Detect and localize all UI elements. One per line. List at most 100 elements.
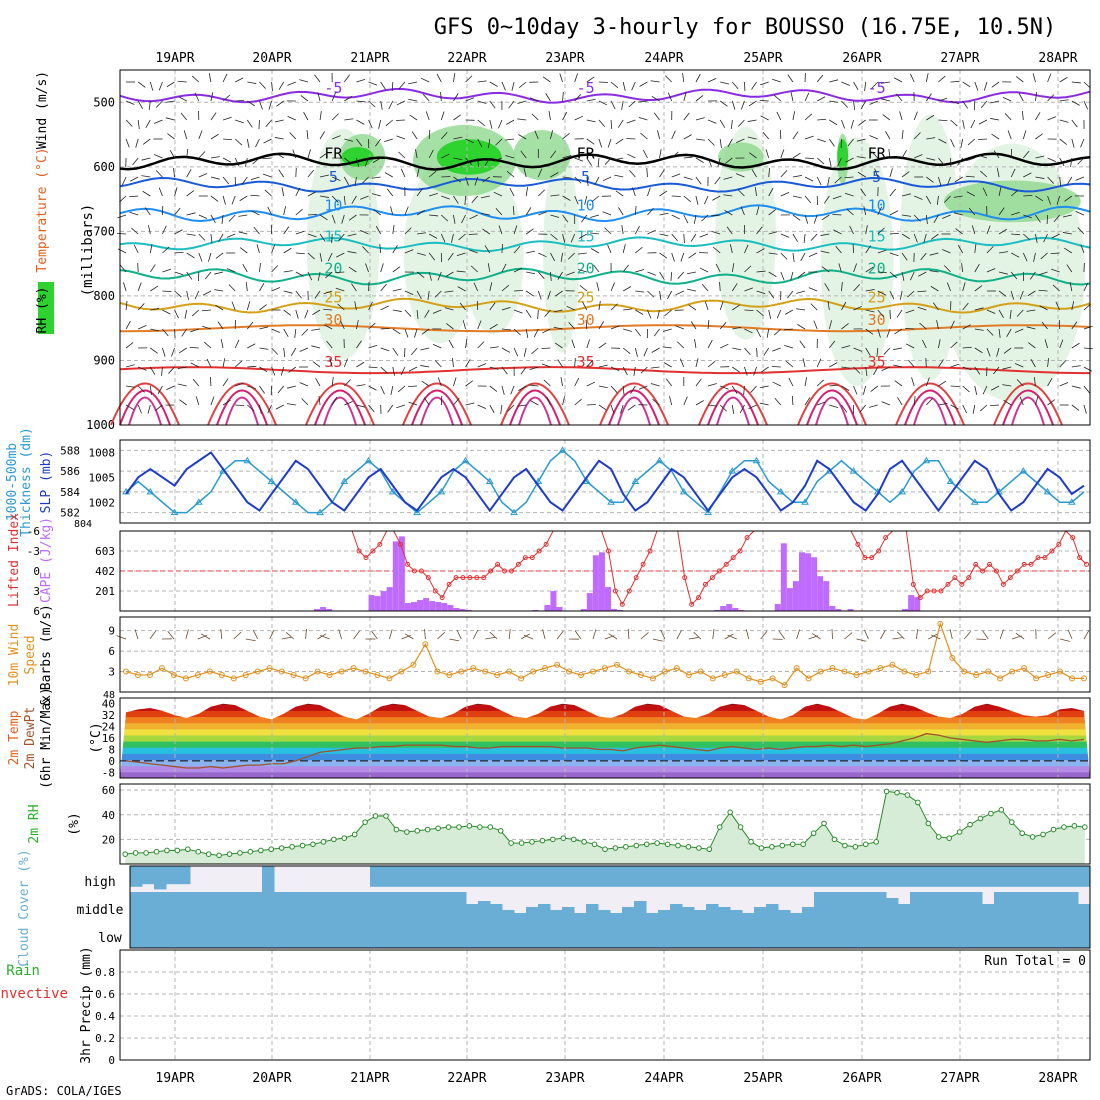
wind-barb xyxy=(253,226,260,235)
cape-tick: 201 xyxy=(95,585,115,598)
wind-barb xyxy=(845,157,854,163)
wind-barb xyxy=(810,233,818,241)
thickness-marker xyxy=(243,456,252,464)
wind-barb xyxy=(482,228,491,235)
date-label-top: 19APR xyxy=(155,51,194,66)
wind-barb xyxy=(1066,176,1073,185)
wind-barb xyxy=(508,100,515,109)
rh-marker xyxy=(831,836,838,843)
surface-isotherm-arch xyxy=(617,396,651,426)
wind-barb-surface xyxy=(796,629,801,640)
wind-barb xyxy=(804,135,814,140)
wind-speed-marker xyxy=(410,661,417,668)
wind-barb xyxy=(659,212,669,216)
cape-bar xyxy=(829,606,836,611)
wind-barb xyxy=(817,118,827,121)
wind-barb xyxy=(446,323,454,330)
wind-barb xyxy=(1059,176,1062,186)
wind-barb xyxy=(841,323,849,330)
wind-barb xyxy=(578,269,587,273)
wind-barb xyxy=(665,75,672,83)
wind-speed-marker xyxy=(1009,668,1016,675)
wind-speed-marker xyxy=(769,675,776,682)
wind-barb xyxy=(392,225,395,235)
wind-barb xyxy=(841,282,843,292)
wind-barb xyxy=(1035,195,1044,202)
wind-barb xyxy=(523,347,527,357)
wind-barb xyxy=(905,343,915,349)
wind-speed-marker xyxy=(805,675,812,682)
wind-speed-marker xyxy=(602,665,608,672)
li-marker xyxy=(869,555,875,561)
wind-barb xyxy=(695,176,702,185)
wind-barb xyxy=(1075,210,1085,216)
li-marker xyxy=(474,575,480,581)
wind-barb xyxy=(215,304,224,311)
cloud-middle-bar xyxy=(382,892,395,922)
cloud-low-bar xyxy=(790,922,803,948)
wind-barb-surface xyxy=(185,629,189,640)
cloud-middle-bar xyxy=(430,892,443,922)
wind-barb xyxy=(477,138,483,148)
cloud-middle-bar xyxy=(1078,904,1091,922)
temp-tick: 32 xyxy=(102,709,115,722)
wind-barb xyxy=(677,341,685,349)
wind-barb xyxy=(647,309,652,319)
cloud-middle-bar xyxy=(202,892,215,922)
chart-title: GFS 0~10day 3-hourly for BOUSSO (16.75E,… xyxy=(434,15,1057,40)
wind-barb xyxy=(1040,252,1048,260)
wind-barb xyxy=(1071,365,1081,368)
wind-barb xyxy=(938,75,946,83)
wind-barb xyxy=(962,119,965,129)
wind-barb xyxy=(821,214,830,221)
precip-tick: 0.8 xyxy=(95,966,115,979)
wind-barb xyxy=(452,358,454,368)
wind-barb xyxy=(259,347,269,350)
li-marker xyxy=(370,548,376,554)
wind-barb xyxy=(378,119,382,129)
wind-barb xyxy=(252,157,260,165)
wind-barb xyxy=(513,347,519,357)
wind-barb xyxy=(986,246,994,254)
wind-barb xyxy=(732,347,742,351)
wind-barb xyxy=(938,380,947,387)
rh-marker xyxy=(466,823,473,829)
wind-barb xyxy=(642,149,648,159)
wind-barb xyxy=(194,290,200,300)
wind-barb xyxy=(792,252,795,262)
wind-barb xyxy=(790,271,794,281)
wind-barb xyxy=(404,206,409,216)
wind-barb xyxy=(428,149,434,159)
wind-barb xyxy=(186,252,195,259)
wind-barb xyxy=(765,149,770,159)
wind-barb xyxy=(650,383,660,387)
cape-bar xyxy=(320,607,327,611)
cloud-middle-label: middle xyxy=(77,903,124,918)
wind-barb xyxy=(953,212,963,216)
li-marker xyxy=(980,568,986,574)
wind-barb xyxy=(396,404,406,409)
wind-barb xyxy=(708,404,718,407)
thickness-marker xyxy=(388,487,397,495)
wind-barb xyxy=(506,171,515,178)
wind-barb xyxy=(191,309,200,317)
wind-barb xyxy=(416,271,425,278)
cloud-middle-bar xyxy=(370,892,383,922)
wind-barb xyxy=(832,195,842,200)
wind-barb xyxy=(604,227,612,235)
wind-barb-surface xyxy=(305,629,307,640)
wind-barb xyxy=(259,366,268,373)
temp-band xyxy=(120,728,1090,736)
wind-barb xyxy=(1071,321,1078,330)
wind-barb xyxy=(766,328,770,338)
wind-barb xyxy=(1059,339,1064,349)
cloud-middle-bar xyxy=(706,904,719,922)
wind-barb xyxy=(234,157,240,167)
cloud-low-bar xyxy=(802,922,815,948)
wind-barb xyxy=(901,193,911,197)
wind-barb xyxy=(920,252,927,261)
thickness-marker xyxy=(485,477,494,484)
wind-barb xyxy=(562,176,572,179)
li-marker xyxy=(924,588,930,594)
cloud-low-bar xyxy=(958,922,971,948)
